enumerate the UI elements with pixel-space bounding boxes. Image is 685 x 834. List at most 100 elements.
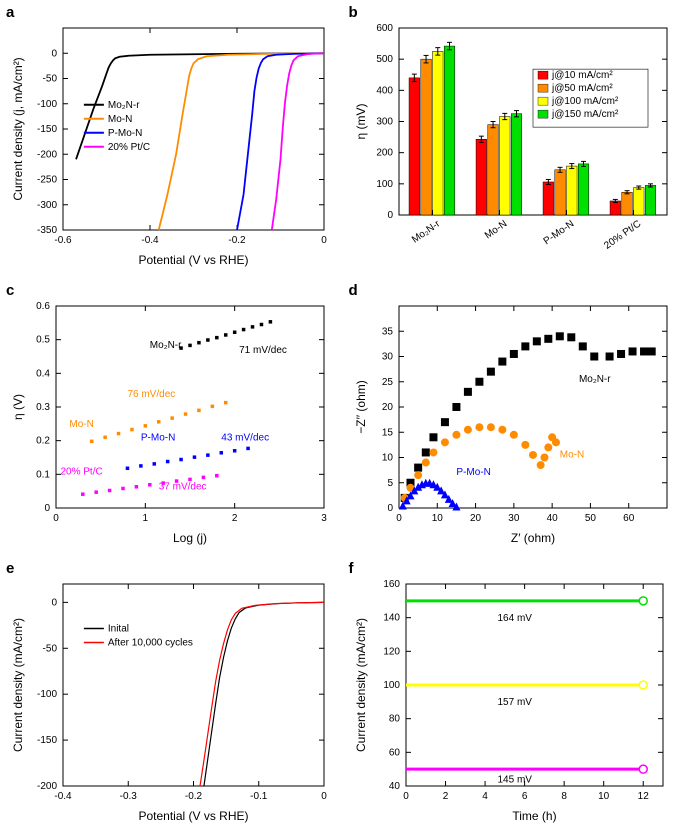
- svg-text:37 mV/dec: 37 mV/dec: [159, 481, 207, 492]
- chart-f: 024681012406080100120140160Time (h)Curre…: [351, 566, 677, 826]
- svg-text:P-Mo-N: P-Mo-N: [456, 467, 490, 478]
- panel-b-label: b: [349, 4, 358, 21]
- svg-text:Time (h): Time (h): [512, 809, 556, 823]
- svg-text:Log (j): Log (j): [173, 531, 207, 545]
- svg-text:0: 0: [321, 791, 327, 802]
- svg-text:-50: -50: [43, 643, 58, 654]
- svg-text:-0.4: -0.4: [54, 791, 72, 802]
- svg-text:400: 400: [376, 85, 393, 96]
- svg-text:20% Pt/C: 20% Pt/C: [60, 466, 102, 477]
- svg-text:j@10 mA/cm²: j@10 mA/cm²: [551, 70, 613, 81]
- figure-grid: a -0.6 -0.4 -0.2 0 -350 -300 -250 -200 -150 -100 -…: [0, 0, 685, 830]
- svg-text:Mo-N: Mo-N: [482, 218, 508, 241]
- svg-text:η (mV): η (mV): [354, 103, 368, 139]
- svg-text:Z′ (ohm): Z′ (ohm): [510, 531, 554, 545]
- chart-d: 010203040506005101520253035Z′ (ohm)−Z′′ …: [351, 288, 677, 548]
- svg-text:-0.2: -0.2: [185, 791, 203, 802]
- svg-text:Mo₂N-r: Mo₂N-r: [108, 100, 140, 111]
- svg-text:Potential (V vs RHE): Potential (V vs RHE): [138, 253, 248, 267]
- svg-text:0.3: 0.3: [36, 402, 50, 413]
- svg-text:-150: -150: [37, 735, 57, 746]
- svg-text:P-Mo-N: P-Mo-N: [108, 128, 142, 139]
- panel-c-label: c: [6, 282, 14, 299]
- svg-text:Mo₂N-r: Mo₂N-r: [409, 218, 442, 246]
- panel-e: e -0.4-0.3-0.2-0.10-200-150-100-500Poten…: [0, 556, 343, 834]
- svg-text:0.5: 0.5: [36, 335, 50, 346]
- svg-text:-200: -200: [37, 149, 57, 160]
- svg-text:-50: -50: [43, 74, 58, 85]
- svg-text:20% Pt/C: 20% Pt/C: [602, 218, 643, 251]
- svg-text:15: 15: [381, 427, 393, 438]
- svg-text:100: 100: [383, 680, 400, 691]
- svg-text:Mo₂N-r: Mo₂N-r: [578, 374, 610, 385]
- chart-b: 0100200300400500600η (mV)Mo₂N-rMo-NP-Mo-…: [351, 10, 677, 270]
- svg-text:30: 30: [381, 352, 393, 363]
- svg-text:100: 100: [376, 179, 393, 190]
- svg-text:8: 8: [561, 791, 567, 802]
- svg-text:40: 40: [546, 513, 558, 524]
- svg-text:4: 4: [482, 791, 488, 802]
- panel-a-label: a: [6, 4, 14, 21]
- svg-text:-100: -100: [37, 689, 57, 700]
- svg-text:500: 500: [376, 54, 393, 65]
- svg-text:0: 0: [387, 210, 393, 221]
- svg-text:Mo₂N-r: Mo₂N-r: [150, 340, 182, 351]
- svg-text:After 10,000 cycles: After 10,000 cycles: [108, 637, 193, 648]
- svg-text:60: 60: [388, 747, 400, 758]
- chart-e: -0.4-0.3-0.2-0.10-200-150-100-500Potenti…: [8, 566, 334, 826]
- svg-text:5: 5: [387, 478, 393, 489]
- svg-text:120: 120: [383, 646, 400, 657]
- svg-text:200: 200: [376, 148, 393, 159]
- svg-text:12: 12: [637, 791, 649, 802]
- svg-text:0.1: 0.1: [36, 469, 50, 480]
- svg-text:76 mV/dec: 76 mV/dec: [127, 389, 175, 400]
- svg-text:300: 300: [376, 117, 393, 128]
- svg-text:140: 140: [383, 613, 400, 624]
- svg-text:80: 80: [388, 714, 400, 725]
- svg-text:-250: -250: [37, 175, 57, 186]
- panel-a: a -0.6-0.4-0.20-350-300-250-200-150-100-…: [0, 0, 343, 278]
- svg-text:−Z′′ (ohm): −Z′′ (ohm): [354, 380, 368, 434]
- svg-text:Mo-N: Mo-N: [559, 450, 583, 461]
- svg-text:164 mV: 164 mV: [497, 613, 532, 624]
- svg-text:1: 1: [143, 513, 149, 524]
- svg-text:η (V): η (V): [11, 394, 25, 420]
- svg-text:50: 50: [584, 513, 596, 524]
- svg-text:20% Pt/C: 20% Pt/C: [108, 142, 150, 153]
- svg-text:j@50 mA/cm²: j@50 mA/cm²: [551, 83, 613, 94]
- svg-text:3: 3: [321, 513, 327, 524]
- svg-text:20: 20: [381, 402, 393, 413]
- svg-text:10: 10: [431, 513, 443, 524]
- svg-text:2: 2: [442, 791, 448, 802]
- svg-text:10: 10: [381, 453, 393, 464]
- panel-d: d 010203040506005101520253035Z′ (ohm)−Z′…: [343, 278, 685, 556]
- svg-text:P-Mo-N: P-Mo-N: [141, 433, 175, 444]
- svg-text:2: 2: [232, 513, 238, 524]
- svg-text:Inital: Inital: [108, 623, 129, 634]
- svg-text:0: 0: [403, 791, 409, 802]
- svg-text:60: 60: [623, 513, 635, 524]
- svg-text:0: 0: [44, 503, 50, 514]
- svg-text:-0.6: -0.6: [54, 235, 72, 246]
- svg-text:160: 160: [383, 579, 400, 590]
- svg-text:40: 40: [388, 781, 400, 792]
- panel-b: b 0100200300400500600η (mV)Mo₂N-rMo-NP-M…: [343, 0, 685, 278]
- panel-f-label: f: [349, 560, 354, 577]
- svg-text:20: 20: [470, 513, 482, 524]
- svg-text:Current density (j, mA/cm²): Current density (j, mA/cm²): [11, 57, 25, 200]
- svg-text:157 mV: 157 mV: [497, 697, 532, 708]
- svg-text:-350: -350: [37, 225, 57, 236]
- svg-text:-0.4: -0.4: [141, 235, 159, 246]
- svg-text:-300: -300: [37, 200, 57, 211]
- svg-text:Mo-N: Mo-N: [69, 419, 93, 430]
- svg-text:Potential (V vs RHE): Potential (V vs RHE): [138, 809, 248, 823]
- svg-text:-100: -100: [37, 99, 57, 110]
- svg-text:-0.2: -0.2: [228, 235, 246, 246]
- panel-f: f 024681012406080100120140160Time (h)Cur…: [343, 556, 685, 834]
- svg-text:0: 0: [51, 48, 57, 59]
- svg-text:145 mV: 145 mV: [497, 775, 532, 786]
- svg-text:35: 35: [381, 326, 393, 337]
- panel-e-label: e: [6, 560, 14, 577]
- svg-text:25: 25: [381, 377, 393, 388]
- svg-text:j@100 mA/cm²: j@100 mA/cm²: [551, 96, 619, 107]
